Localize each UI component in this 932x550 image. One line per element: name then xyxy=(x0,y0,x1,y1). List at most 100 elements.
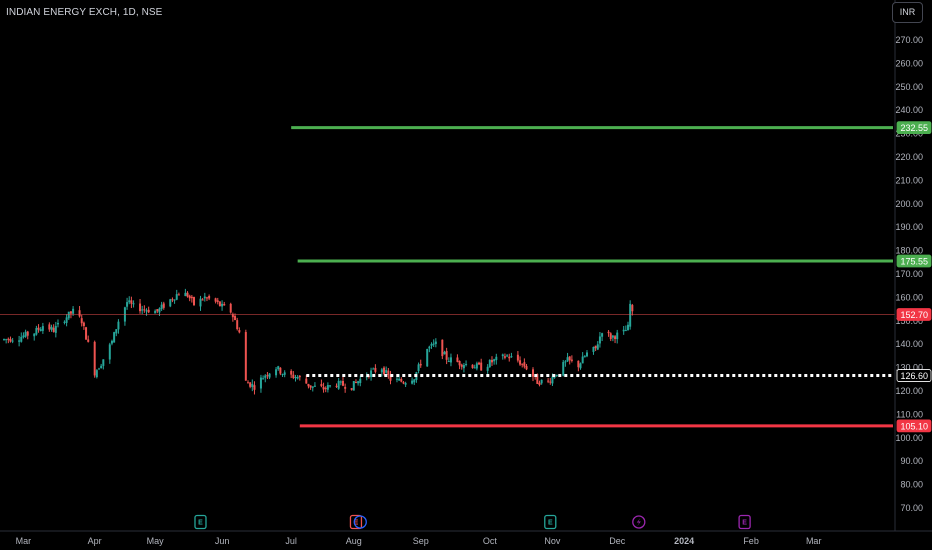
event-marker-e[interactable]: E xyxy=(349,514,363,530)
candle-body xyxy=(5,339,8,341)
candle-body xyxy=(221,303,224,307)
candle-body xyxy=(540,379,543,384)
event-marker-d[interactable] xyxy=(353,515,367,529)
event-marker-e[interactable]: E xyxy=(194,514,207,530)
candle-body xyxy=(601,333,604,337)
candle-body xyxy=(622,329,625,332)
candle-body xyxy=(335,385,338,387)
currency-button[interactable]: INR xyxy=(892,2,923,23)
price-badge-label: 175.55 xyxy=(900,257,928,267)
candle-body xyxy=(352,381,355,391)
candle-body xyxy=(290,370,293,375)
price-badge-bg xyxy=(896,308,932,321)
candle-body xyxy=(63,321,66,323)
event-marker-e[interactable]: E xyxy=(738,514,751,530)
candle-body xyxy=(251,383,254,388)
candle-body xyxy=(173,299,176,301)
candle-body xyxy=(216,300,219,302)
candle-body xyxy=(614,336,617,340)
price-badge-bg xyxy=(896,419,932,433)
candle-body xyxy=(143,309,146,311)
price-tick-label: 70.00 xyxy=(900,503,923,513)
candle-body xyxy=(322,386,325,390)
candle-body xyxy=(54,325,57,333)
price-badge-label: 105.10 xyxy=(900,421,928,431)
candle-body xyxy=(402,382,405,384)
price-tick-label: 180.00 xyxy=(895,246,923,256)
candle-body xyxy=(372,368,375,370)
candle-body xyxy=(473,367,476,369)
price-tick-label: 270.00 xyxy=(895,35,923,45)
candle-body xyxy=(549,381,552,383)
time-tick-label: Oct xyxy=(483,536,498,546)
event-marker-e[interactable]: E xyxy=(544,514,557,530)
candle-body xyxy=(87,339,90,342)
candle-body xyxy=(357,381,360,384)
candle-body xyxy=(238,330,241,333)
price-tick-label: 210.00 xyxy=(895,175,923,185)
candle-body xyxy=(419,363,422,366)
price-axis[interactable]: 270.00260.00250.00240.00230.00220.00210.… xyxy=(894,0,923,531)
event-marker-s[interactable] xyxy=(632,515,646,529)
candle-body xyxy=(413,379,416,383)
candle-body xyxy=(475,363,478,369)
price-tick-label: 110.00 xyxy=(896,409,923,419)
candle-body xyxy=(359,378,362,383)
candle-body xyxy=(102,359,105,366)
candle-body xyxy=(69,311,72,314)
candle-body xyxy=(341,380,344,386)
candle-body xyxy=(246,382,249,384)
candle-body xyxy=(339,381,342,383)
price-tick-label: 80.00 xyxy=(900,480,923,490)
candle-body xyxy=(193,297,196,306)
candle-body xyxy=(449,357,452,363)
candle-body xyxy=(37,327,40,330)
candle-body xyxy=(298,375,301,378)
candle-body xyxy=(22,335,25,338)
horizontal-levels[interactable] xyxy=(291,126,893,428)
candle-body xyxy=(275,369,278,376)
candle-body xyxy=(326,385,329,390)
candle-body xyxy=(294,377,297,379)
candle-body xyxy=(445,350,448,360)
candle-body xyxy=(56,322,59,325)
candle-body xyxy=(266,375,269,377)
candle-body xyxy=(283,372,286,375)
candle-body xyxy=(177,294,180,296)
candle-body xyxy=(577,360,580,368)
candle-body xyxy=(387,370,390,375)
candle-body xyxy=(229,303,232,313)
candle-body xyxy=(493,359,496,362)
candle-body xyxy=(223,303,226,306)
candle-body xyxy=(506,355,509,357)
time-tick-label: Mar xyxy=(16,536,32,546)
candle-body xyxy=(596,344,599,350)
candle-body xyxy=(130,300,133,304)
candle-body xyxy=(154,310,157,314)
candle-body xyxy=(374,367,377,372)
candle-body xyxy=(39,329,42,332)
candle-body xyxy=(262,378,265,380)
candle-body xyxy=(354,382,357,384)
candle-body xyxy=(447,361,450,363)
earnings-icon xyxy=(349,514,363,530)
candle-body xyxy=(296,376,299,379)
time-tick-label: Dec xyxy=(609,536,626,546)
candle-body xyxy=(536,374,539,384)
candle-body xyxy=(9,338,12,342)
candle-body xyxy=(411,380,414,384)
candle-body xyxy=(400,378,403,382)
candle-body xyxy=(80,318,83,324)
candle-body xyxy=(488,359,491,368)
candle-body xyxy=(344,387,347,389)
candle-body xyxy=(629,303,632,327)
time-axis[interactable]: Mar Apr May Jun Jul Aug Sep Oct Nov Dec 2024 Feb Mar xyxy=(0,530,932,546)
candle-body xyxy=(100,365,103,369)
candle-body xyxy=(244,332,247,381)
candle-body xyxy=(443,352,446,355)
time-tick-label: Feb xyxy=(743,536,759,546)
candle-body xyxy=(564,361,567,363)
candle-body xyxy=(404,383,407,385)
